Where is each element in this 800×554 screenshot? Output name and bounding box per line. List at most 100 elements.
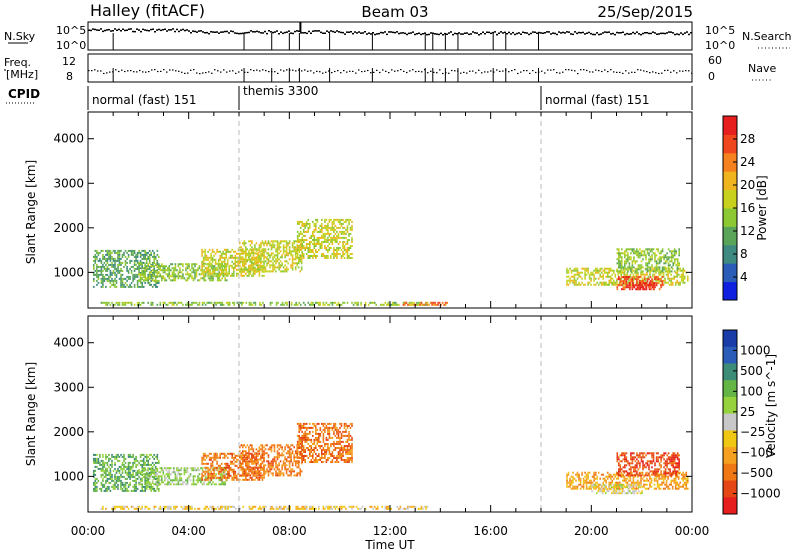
echo-cell [257,256,259,259]
echo-cell [619,266,622,269]
echo-cell [202,262,205,265]
echo-cell [142,301,145,304]
echo-cell [567,275,570,278]
echo-cell [121,261,124,264]
echo-cell [300,256,303,259]
echo-cell [261,264,264,267]
echo-cell [204,254,206,257]
echo-cell [245,301,248,304]
echo-cell [123,277,125,280]
echo-cell [105,471,107,474]
echo-cell [299,472,301,475]
echo-cell [236,474,238,477]
echo-cell [103,265,106,268]
freq-point [493,71,495,73]
echo-cell [297,266,300,269]
echo-cell [133,487,136,490]
echo-cell [330,228,332,231]
echo-cell [258,264,261,267]
nsky-point [502,32,504,34]
echo-cell [334,239,337,241]
echo-cell [173,275,175,278]
echo-cell [301,251,303,253]
echo-cell [255,258,258,261]
echo-cell [117,479,119,482]
echo-cell [319,236,322,239]
echo-cell [261,474,264,477]
echo-cell [192,277,195,280]
echo-cell [114,279,116,282]
echo-cell [94,469,97,472]
echo-cell [207,476,209,479]
echo-cell [627,258,629,261]
echo-cell [272,258,274,261]
nsky-point [494,31,496,33]
echo-cell [603,267,606,270]
echo-cell [242,256,244,259]
echo-cell [291,468,294,471]
echo-cell [327,249,329,251]
echo-cell [678,262,680,265]
echo-cell [324,220,326,223]
echo-cell [223,462,226,465]
echo-cell [576,269,579,272]
echo-cell [627,256,629,259]
echo-cell [211,250,214,253]
echo-cell [216,462,218,465]
echo-cell [627,268,629,271]
echo-cell [291,470,294,473]
echo-cell [227,303,229,306]
echo-cell [141,469,143,472]
echo-cell [267,466,270,469]
freq-point [385,70,387,72]
echo-cell [231,264,233,267]
echo-cell [266,452,268,455]
echo-cell [132,475,134,478]
echo-cell [345,236,347,239]
echo-cell [428,303,430,306]
echo-cell [207,256,209,259]
echo-cell [264,270,267,273]
echo-cell [132,463,134,466]
echo-cell [94,259,97,262]
echo-cell [170,301,172,304]
echo-cell [584,275,586,278]
echo-cell [348,218,350,221]
echo-cell [93,481,95,484]
echo-cell [411,301,414,304]
echo-cell [135,473,137,476]
echo-cell [210,256,212,259]
echo-cell [114,267,116,270]
nsky-point [660,32,662,35]
echo-cell [610,267,612,270]
echo-cell [148,261,151,264]
echo-cell [100,277,103,280]
echo-cell [158,471,160,474]
echo-cell [183,469,186,472]
echo-cell [605,267,607,270]
echo-cell [402,303,405,306]
echo-cell [216,466,218,469]
echo-cell [150,463,152,466]
echo-cell [567,279,570,282]
echo-cell [127,469,130,472]
freq-point [400,69,402,71]
echo-cell [210,265,213,268]
echo-cell [254,470,256,473]
echo-cell [177,469,180,472]
freq-point [337,70,339,72]
echo-cell [673,275,675,278]
date-title: 25/Sep/2015 [597,3,693,21]
freq-point [229,70,231,72]
freq-point [103,72,105,75]
echo-cell [236,464,238,467]
echo-cell [624,282,626,285]
echo-cell [115,477,118,480]
freq-point [514,69,516,71]
echo-cell [346,257,349,259]
echo-cell [188,267,190,270]
echo-cell [645,256,647,259]
echo-cell [115,469,118,472]
nsky-point [600,33,602,35]
echo-cell [316,241,319,243]
